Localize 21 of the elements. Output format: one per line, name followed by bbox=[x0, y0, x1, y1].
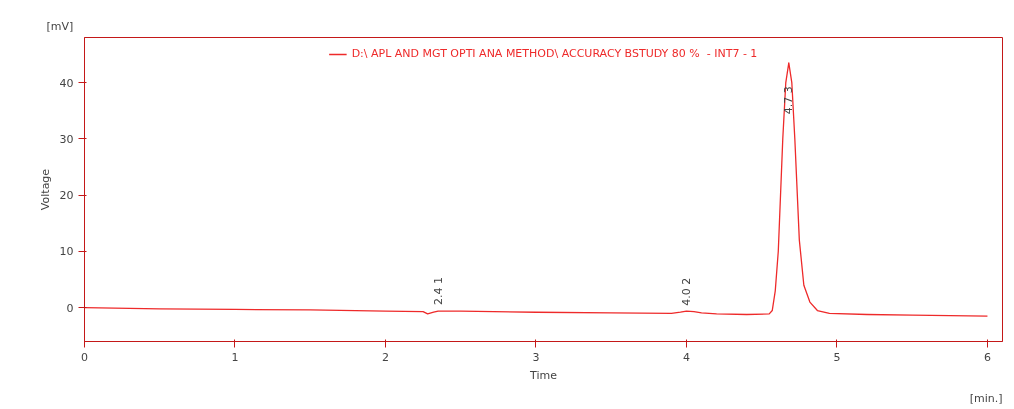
x-tick-label: 6 bbox=[983, 350, 991, 364]
annotation: 2.4 1 bbox=[431, 277, 445, 306]
line-series bbox=[84, 62, 989, 317]
text: [min.] bbox=[969, 391, 1003, 405]
x-tick-label: 3 bbox=[532, 350, 540, 364]
y-tick-label: 0 bbox=[66, 301, 74, 315]
y-tick-label: 10 bbox=[59, 245, 74, 259]
x-tick-label: 4 bbox=[682, 350, 690, 364]
annotation: 4.7 3 bbox=[782, 86, 796, 115]
y-axis-title: Voltage bbox=[38, 168, 52, 211]
y-tick-label: 20 bbox=[59, 189, 74, 203]
text: [mV] bbox=[46, 19, 74, 33]
x-tick-label: 1 bbox=[231, 350, 239, 364]
x-axis-title: Time bbox=[529, 368, 558, 382]
y-tick-label: 40 bbox=[59, 76, 74, 90]
x-tick-label: 0 bbox=[81, 350, 88, 364]
y-tick-label: 30 bbox=[59, 132, 74, 146]
x-tick-label: 2 bbox=[381, 350, 389, 364]
legend-label: D:\ APL AND MGT OPTI ANA METHOD\ ACCURACY BSTUDY 80 % - INT7 - 1 bbox=[351, 47, 758, 60]
x-tick-label: 5 bbox=[833, 350, 841, 364]
annotation: 4.0 2 bbox=[679, 277, 693, 306]
